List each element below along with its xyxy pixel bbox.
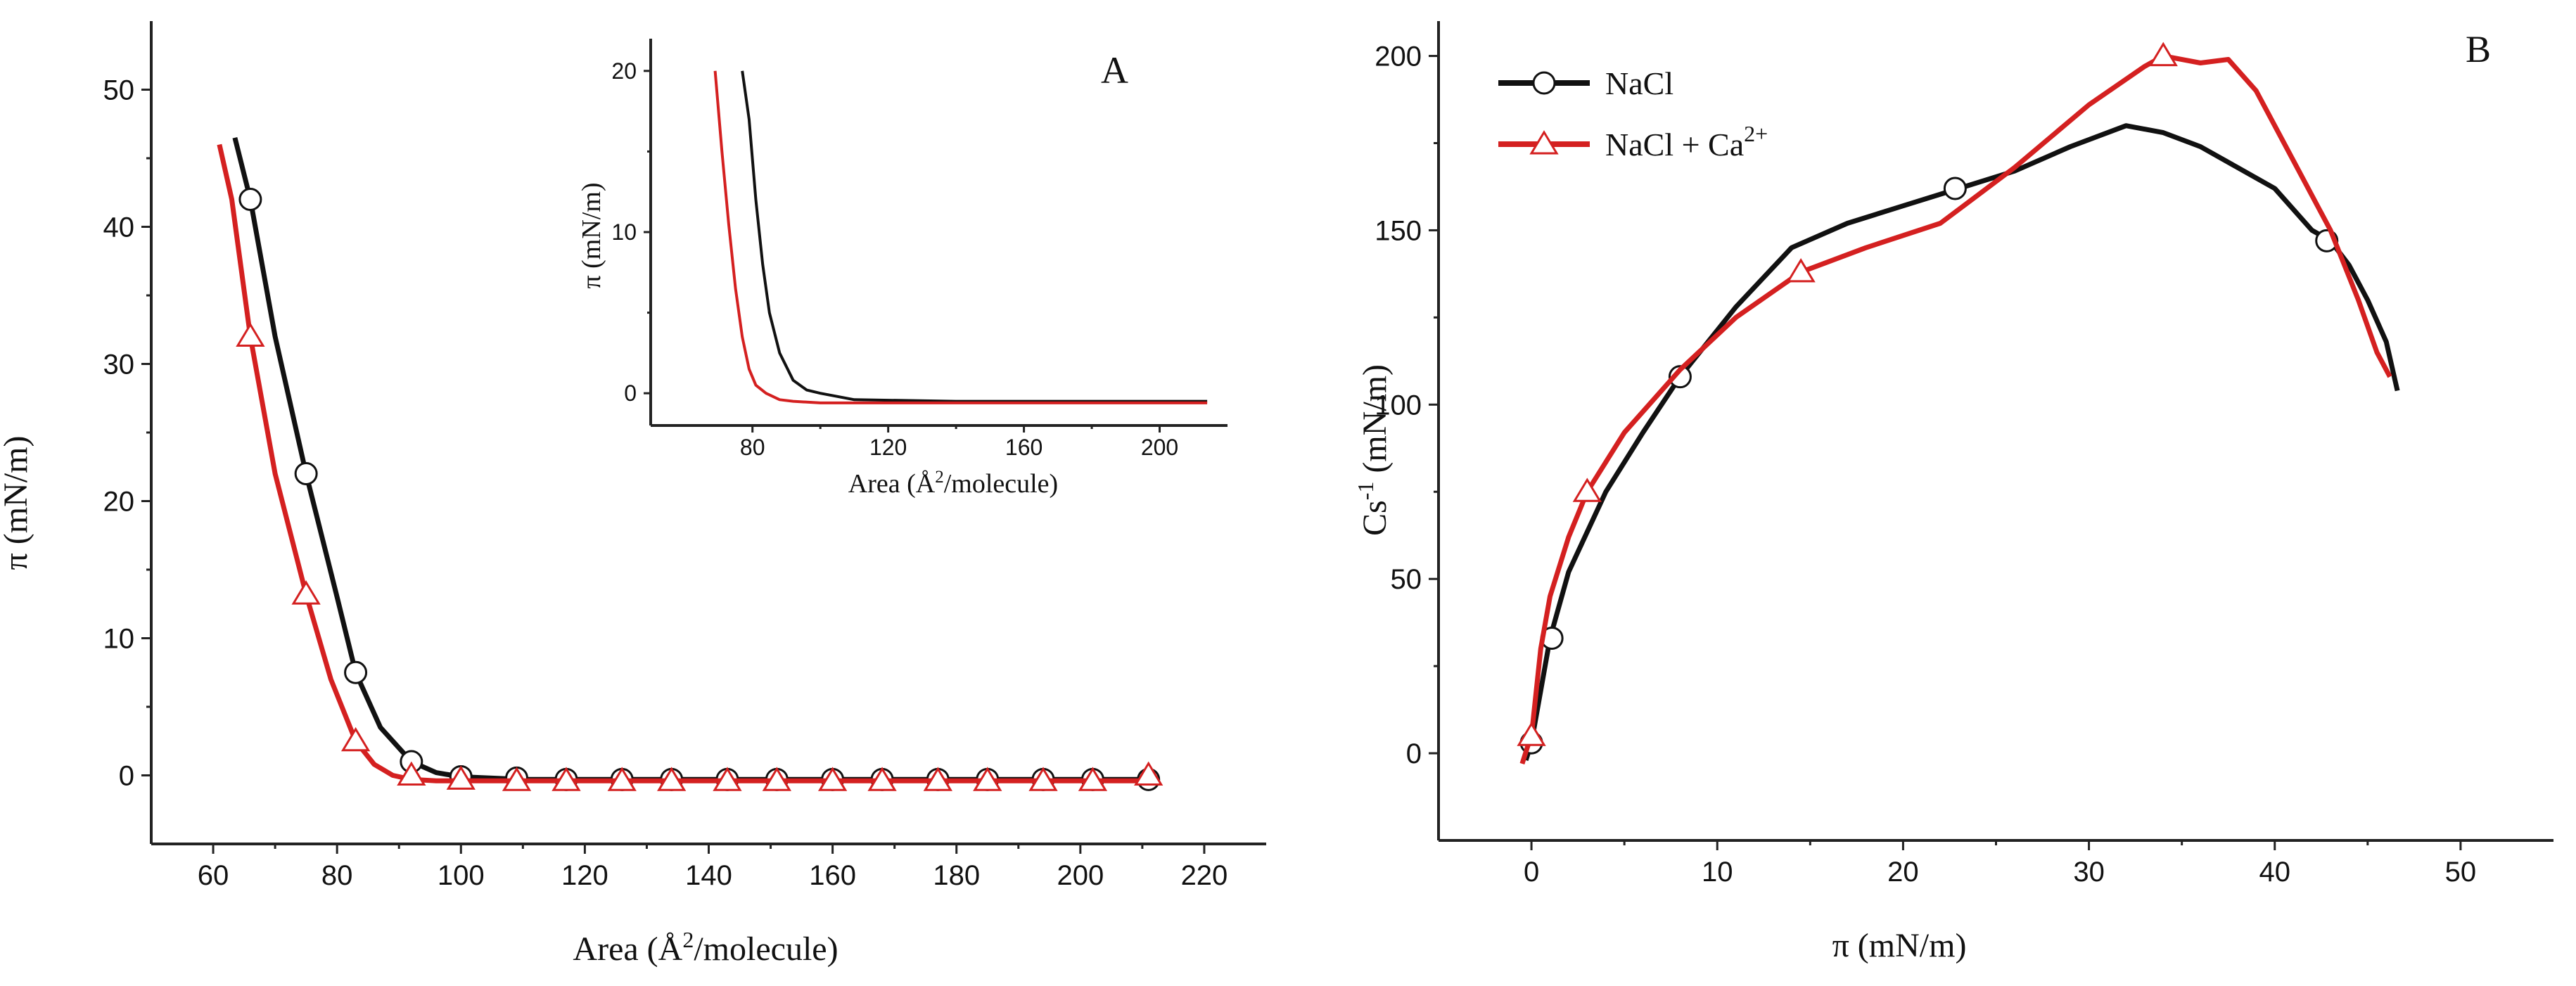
panel-b-y-tick-label: 50 [1391,564,1422,595]
panel-b-x-tick-label: 0 [1524,857,1539,888]
panel-a-marker-triangle [1134,761,1163,786]
panel-b-series-line-1 [1519,53,2392,764]
panel-b-legend: NaCl NaCl + Ca2+ [1498,65,1768,162]
panel-a-marker-triangle [340,726,371,752]
panel-a-marker-triangle [1028,767,1058,791]
panel-b-y-axis-title: Cs-1 (mN/m) [1353,364,1394,536]
panel-a-marker-triangle [291,580,321,605]
panel-a-marker-triangle [973,767,1002,791]
panel-b-x-tick-label: 10 [1702,857,1733,888]
panel-a-inset: 80 120 160 200 0 10 20 Area (Å2/molecule) π (m… [577,39,1228,499]
panel-a-marker-triangle [551,767,581,791]
inset-x-tick-label: 200 [1141,435,1178,460]
panel-a-marker-triangle [762,767,792,791]
panel-b-x-axis-title: π (mN/m) [1832,927,1967,964]
panel-b-series [1517,41,2400,764]
panel-a-x-tick-label: 100 [438,860,485,891]
panel-a-marker-triangle [236,322,265,347]
panel-b-y-tick-label: 200 [1375,41,1422,72]
inset-x-tick-label: 160 [1005,435,1042,460]
panel-b-marker-triangle [1786,258,1816,283]
panel-a-y-tick-label: 0 [119,761,134,792]
panel-b-y-tick-label: 100 [1375,390,1422,421]
panel-b-x-tick-label: 40 [2259,857,2291,888]
panel-b: 0 10 20 30 40 50 0 50 100 150 200 B π (mN/m) Cs-1 … [1353,21,2553,964]
panel-a-x-tick-label: 60 [198,860,229,891]
panel-a-y-tick-label: 30 [103,350,135,380]
inset-x-tick-label: 80 [740,435,765,460]
panel-a-marker-circle [238,188,262,211]
panel-b-y-tick-label: 150 [1375,215,1422,246]
panel-a-y-axis-title: π (mN/m) [0,436,34,570]
panel-a-marker-triangle [502,767,532,791]
panel-a-x-tick-label: 220 [1181,860,1228,891]
panel-b-y-tick-label: 0 [1406,738,1422,769]
panel-b-marker-circle [1668,365,1692,389]
inset-x-axis-title: Area (Å2/molecule) [848,468,1058,499]
panel-a-marker-triangle [817,767,848,791]
panel-a-y-tick-label: 40 [103,212,135,243]
panel-a-x-tick-label: 140 [685,860,732,891]
inset-y-axis-title: π (mN/m) [577,182,606,288]
panel-a-x-tick-label: 160 [809,860,856,891]
panel-a-marker-triangle [446,765,476,790]
panel-a-marker-triangle [923,767,952,791]
inset-x-tick-label: 120 [869,435,907,460]
inset-axes: 80 120 160 200 0 10 20 [611,39,1228,460]
inset-series-line-1 [713,70,1208,404]
panel-b-marker-triangle [1517,722,1546,746]
panel-b-axes: 0 10 20 30 40 50 0 50 100 150 200 [1375,21,2553,888]
panel-b-label: B [2466,28,2491,70]
panel-a-marker-circle [294,462,318,485]
panel-b-marker-circle [1943,177,1967,200]
panel-b-x-tick-label: 50 [2445,857,2477,888]
panel-a-y-tick-label: 10 [103,624,135,655]
panel-a-marker-triangle [867,767,897,791]
panel-b-marker-triangle [2148,41,2178,67]
legend-label-ca: NaCl + Ca2+ [1605,121,1768,162]
legend-label-nacl: NaCl [1605,65,1673,101]
panel-a-marker-triangle [1078,767,1108,791]
legend-marker-ca [1529,130,1559,155]
inset-y-tick-label: 0 [624,380,637,406]
panel-a-marker-triangle [657,767,687,791]
panel-a-y-tick-label: 50 [103,75,135,106]
panel-b-series-line-0 [1523,123,2400,762]
panel-a-label: A [1101,49,1128,91]
legend-marker-nacl [1532,71,1556,95]
panel-a-marker-triangle [397,761,426,786]
panel-a-x-tick-label: 120 [561,860,608,891]
panel-a-x-tick-label: 200 [1057,860,1104,891]
inset-y-tick-label: 20 [611,58,637,84]
inset-series-line-0 [741,70,1208,403]
panel-b-x-tick-label: 20 [1887,857,1919,888]
inset-y-tick-label: 10 [611,219,637,245]
panel-a-marker-triangle [713,767,742,791]
inset-series [713,70,1208,404]
panel-b-marker-triangle [1572,478,1602,502]
panel-b-x-tick-label: 30 [2073,857,2105,888]
panel-a-x-tick-label: 80 [321,860,353,891]
panel-a-x-tick-label: 180 [933,860,980,891]
panel-a-y-tick-label: 20 [103,487,135,518]
panel-a-marker-triangle [607,767,637,791]
panel-a-marker-circle [344,660,368,684]
panel-a-x-axis-title: Area (Å2/molecule) [573,927,838,968]
panel-a-series [217,136,1163,791]
